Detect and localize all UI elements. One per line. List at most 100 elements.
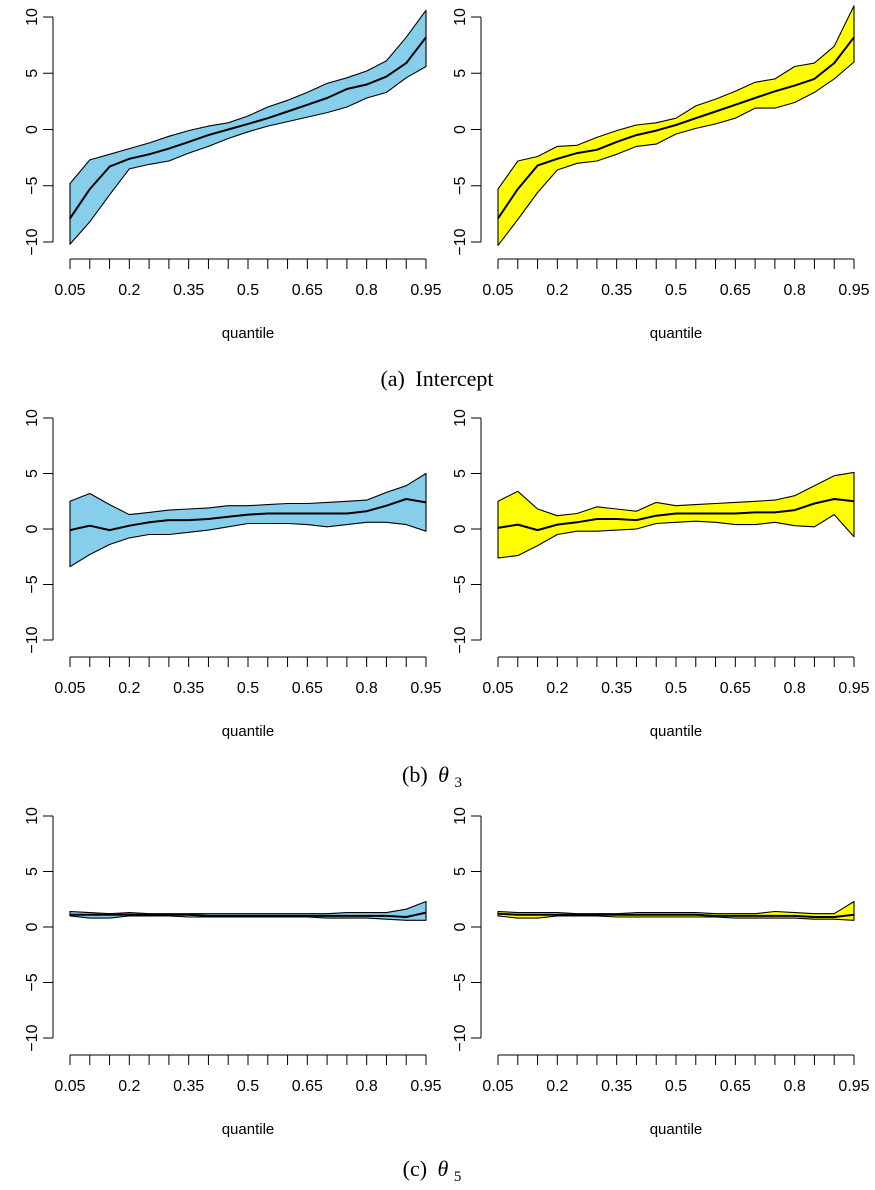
y-tick-label: −10 xyxy=(452,1024,469,1051)
caption-c-subscript: 5 xyxy=(454,1169,462,1185)
x-tick-label: 0.2 xyxy=(546,1078,568,1095)
y-tick-label: 0 xyxy=(452,524,469,533)
y-tick-label: −5 xyxy=(452,575,469,593)
y-tick-label: 10 xyxy=(24,807,41,825)
x-tick-label: 0.65 xyxy=(720,680,751,697)
y-tick-label: −5 xyxy=(452,177,469,195)
x-tick-label: 0.05 xyxy=(482,282,513,299)
panel-2-1: −10 −5 0 5 10 0.05 0.2 0.35 0.5 0.65 0.8 0.95 quanti… xyxy=(452,807,870,1138)
caption-b-prefix: (b) xyxy=(402,762,428,787)
y-tick-label: −5 xyxy=(24,973,41,991)
x-tick-label: 0.8 xyxy=(356,282,378,299)
panel-1-1: −10 −5 0 5 10 0.05 0.2 0.35 0.5 0.65 0.8 0.95 quanti… xyxy=(452,409,870,740)
x-tick-label: 0.65 xyxy=(720,282,751,299)
y-tick-label: −10 xyxy=(24,1024,41,1051)
caption-c-symbol: θ xyxy=(438,1156,449,1181)
panel-2-0: −10 −5 0 5 10 0.05 0.2 0.35 0.5 0.65 0.8 0.95 quanti… xyxy=(24,807,442,1138)
confidence-band xyxy=(69,9,427,245)
x-tick-label: 0.5 xyxy=(665,1078,687,1095)
y-tick-label: 10 xyxy=(24,8,41,26)
x-tick-label: 0.95 xyxy=(410,1078,441,1095)
y-tick-label: 0 xyxy=(24,524,41,533)
y-tick-label: 5 xyxy=(24,469,41,478)
median-line xyxy=(497,498,855,532)
caption-a-text: Intercept xyxy=(415,366,493,391)
y-tick-label: −5 xyxy=(24,177,41,195)
x-tick-label: 0.2 xyxy=(118,282,140,299)
x-tick-label: 0.8 xyxy=(356,1078,378,1095)
y-tick-label: 0 xyxy=(452,125,469,134)
x-tick-label: 0.2 xyxy=(118,1078,140,1095)
caption-b: (b) θ 3 xyxy=(402,762,462,791)
x-tick-label: 0.5 xyxy=(237,1078,259,1095)
x-tick-label: 0.65 xyxy=(292,1078,323,1095)
y-tick-label: −10 xyxy=(452,626,469,653)
caption-a: (a) Intercept xyxy=(380,366,493,391)
y-tick-label: 5 xyxy=(24,867,41,876)
x-tick-label: 0.35 xyxy=(173,1078,204,1095)
x-axis-title: quantile xyxy=(650,1121,703,1138)
confidence-band xyxy=(497,471,855,559)
y-tick-label: 10 xyxy=(452,8,469,26)
x-tick-label: 0.05 xyxy=(54,282,85,299)
x-tick-label: 0.05 xyxy=(54,680,85,697)
x-tick-label: 0.95 xyxy=(410,282,441,299)
x-tick-label: 0.95 xyxy=(838,680,869,697)
median-line xyxy=(70,911,427,918)
confidence-band xyxy=(69,472,427,568)
y-tick-label: 10 xyxy=(24,409,41,427)
y-tick-label: 0 xyxy=(452,922,469,931)
x-tick-label: 0.8 xyxy=(784,1078,806,1095)
y-tick-label: −10 xyxy=(24,626,41,653)
caption-b-symbol: θ xyxy=(438,762,449,787)
x-axis-title: quantile xyxy=(650,325,703,342)
median-line xyxy=(497,36,855,219)
x-tick-label: 0.95 xyxy=(838,1078,869,1095)
y-tick-label: 10 xyxy=(452,807,469,825)
x-tick-label: 0.05 xyxy=(482,680,513,697)
x-tick-label: 0.5 xyxy=(665,282,687,299)
y-tick-label: 0 xyxy=(24,922,41,931)
x-axis-title: quantile xyxy=(650,723,703,740)
x-tick-label: 0.05 xyxy=(482,1078,513,1095)
x-tick-label: 0.05 xyxy=(54,1078,85,1095)
confidence-band xyxy=(497,900,855,921)
y-tick-label: 10 xyxy=(452,409,469,427)
panels: −10 −5 0 5 10 0.05 0.2 0.35 0.5 0.65 0.8 0.95 quanti… xyxy=(24,5,870,1138)
y-tick-label: 5 xyxy=(452,69,469,78)
x-tick-label: 0.5 xyxy=(237,282,259,299)
x-tick-label: 0.2 xyxy=(546,680,568,697)
x-axis-title: quantile xyxy=(222,1121,275,1138)
caption-b-subscript: 3 xyxy=(454,775,462,791)
x-tick-label: 0.5 xyxy=(237,680,259,697)
x-tick-label: 0.65 xyxy=(720,1078,751,1095)
median-line xyxy=(69,36,427,219)
panel-1-0: −10 −5 0 5 10 0.05 0.2 0.35 0.5 0.65 0.8 0.95 quanti… xyxy=(24,409,442,740)
x-tick-label: 0.5 xyxy=(665,680,687,697)
y-tick-label: 5 xyxy=(452,867,469,876)
panel-0-1: −10 −5 0 5 10 0.05 0.2 0.35 0.5 0.65 0.8 0.95 quanti… xyxy=(452,5,870,342)
y-tick-label: 5 xyxy=(452,469,469,478)
y-tick-label: 0 xyxy=(24,125,41,134)
x-tick-label: 0.65 xyxy=(292,282,323,299)
panel-0-0: −10 −5 0 5 10 0.05 0.2 0.35 0.5 0.65 0.8 0.95 quanti… xyxy=(24,8,442,342)
y-tick-label: −5 xyxy=(452,973,469,991)
y-tick-label: 5 xyxy=(24,69,41,78)
caption-a-prefix: (a) xyxy=(380,366,404,391)
x-tick-label: 0.8 xyxy=(784,680,806,697)
confidence-band xyxy=(69,900,427,921)
y-tick-label: −10 xyxy=(452,228,469,255)
caption-c-prefix: (c) xyxy=(403,1156,427,1181)
x-tick-label: 0.8 xyxy=(356,680,378,697)
x-axis-title: quantile xyxy=(222,325,275,342)
x-tick-label: 0.95 xyxy=(838,282,869,299)
x-tick-label: 0.65 xyxy=(292,680,323,697)
x-tick-label: 0.2 xyxy=(546,282,568,299)
median-line xyxy=(497,912,855,918)
y-tick-label: −5 xyxy=(24,575,41,593)
median-line xyxy=(69,498,427,532)
x-tick-label: 0.35 xyxy=(601,1078,632,1095)
x-tick-label: 0.2 xyxy=(118,680,140,697)
x-axis-title: quantile xyxy=(222,723,275,740)
x-tick-label: 0.8 xyxy=(784,282,806,299)
